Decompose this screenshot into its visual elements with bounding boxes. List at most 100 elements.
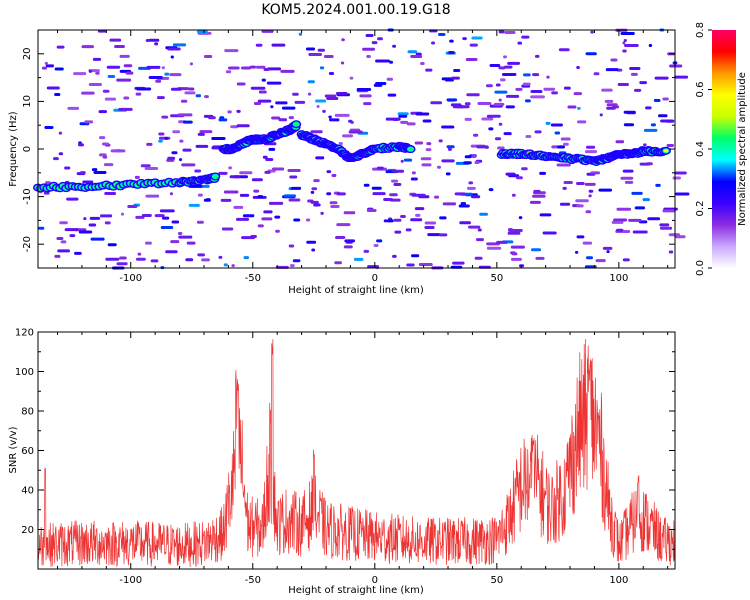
noise-speckle: [253, 189, 260, 193]
noise-speckle: [373, 83, 383, 87]
noise-speckle: [606, 106, 616, 110]
noise-speckle: [645, 106, 652, 110]
noise-speckle: [236, 82, 246, 86]
noise-speckle: [629, 66, 641, 70]
noise-speckle: [186, 241, 196, 245]
noise-speckle: [375, 59, 391, 63]
noise-speckle: [550, 123, 563, 127]
noise-speckle: [118, 107, 133, 111]
noise-speckle: [622, 169, 634, 173]
noise-speckle: [271, 167, 285, 171]
noise-speckle: [336, 223, 351, 227]
noise-speckle: [185, 258, 194, 262]
noise-speckle: [195, 144, 209, 148]
noise-speckle: [654, 76, 669, 80]
noise-speckle: [182, 148, 192, 152]
noise-speckle: [660, 119, 674, 123]
noise-speckle: [228, 166, 232, 170]
noise-speckle: [208, 116, 216, 120]
noise-speckle: [236, 124, 250, 128]
noise-speckle: [366, 54, 371, 58]
noise-speckle: [172, 130, 181, 134]
noise-speckle: [620, 176, 634, 180]
noise-speckle: [674, 75, 689, 79]
noise-speckle: [411, 171, 416, 175]
x-tick-label: 0: [372, 575, 378, 586]
noise-speckle: [372, 192, 386, 196]
noise-speckle: [258, 90, 267, 94]
noise-speckle: [411, 254, 420, 258]
noise-speckle: [624, 43, 639, 47]
noise-speckle: [376, 239, 383, 243]
noise-speckle: [110, 149, 126, 153]
noise-speckle: [135, 92, 142, 96]
noise-speckle: [343, 211, 356, 215]
colorbar-ticks: 0.0 0.2 0.4 0.6 0.8: [695, 22, 712, 276]
noise-speckle: [458, 204, 470, 208]
noise-speckle: [410, 177, 418, 181]
noise-speckle: [293, 218, 301, 222]
noise-speckle: [539, 213, 552, 217]
noise-speckle: [562, 186, 567, 190]
noise-speckle: [463, 161, 472, 165]
noise-speckle: [292, 92, 299, 96]
noise-speckle: [405, 228, 412, 232]
noise-speckle: [66, 197, 79, 201]
noise-speckle: [658, 114, 668, 118]
noise-speckle: [88, 82, 102, 86]
noise-speckle: [274, 215, 281, 219]
noise-speckle: [57, 249, 70, 253]
noise-speckle: [305, 218, 311, 222]
noise-speckle: [197, 132, 205, 136]
x-tick-label: -100: [119, 273, 142, 284]
noise-speckle: [598, 188, 612, 192]
noise-speckle: [58, 152, 64, 156]
noise-speckle: [359, 94, 372, 98]
noise-speckle: [228, 66, 240, 70]
noise-speckle: [446, 98, 458, 102]
noise-speckle: [204, 95, 209, 99]
noise-speckle: [330, 204, 340, 208]
colorbar-tick-label: 0.4: [695, 141, 706, 157]
noise-speckle: [177, 232, 183, 236]
noise-speckle: [343, 245, 353, 249]
noise-speckle: [289, 264, 295, 268]
noise-speckle: [211, 136, 226, 140]
noise-speckle: [563, 86, 571, 90]
noise-speckle: [563, 180, 573, 184]
noise-speckle: [441, 125, 455, 129]
noise-speckle: [241, 66, 252, 70]
noise-speckle: [78, 143, 84, 147]
noise-speckle: [392, 44, 397, 48]
noise-speckle: [410, 55, 423, 59]
noise-speckle: [177, 113, 193, 117]
noise-speckle: [439, 216, 447, 220]
noise-speckle: [54, 254, 61, 258]
noise-speckle: [504, 31, 516, 35]
noise-speckle: [278, 118, 288, 122]
noise-speckle: [288, 198, 301, 202]
noise-speckle: [497, 146, 505, 150]
noise-speckle: [406, 263, 415, 267]
noise-speckle: [545, 121, 551, 125]
x-tick-label: -50: [245, 575, 261, 586]
noise-speckle: [653, 98, 661, 102]
noise-speckle: [236, 109, 241, 113]
noise-speckle: [524, 99, 531, 103]
noise-speckle: [474, 256, 483, 260]
noise-speckle: [582, 241, 593, 245]
noise-speckle: [180, 99, 188, 103]
noise-speckle: [421, 163, 432, 167]
noise-speckle: [674, 192, 690, 196]
noise-speckle: [634, 88, 642, 92]
noise-speckle: [218, 255, 223, 259]
noise-speckle: [250, 235, 257, 239]
noise-speckle: [261, 217, 273, 221]
noise-speckle: [334, 113, 350, 117]
noise-speckle: [510, 257, 522, 261]
noise-speckle: [220, 198, 232, 202]
noise-speckle: [464, 117, 472, 121]
noise-speckle: [451, 76, 460, 80]
noise-speckle: [271, 43, 286, 47]
snr-y-label: SNR (v/v): [8, 426, 19, 473]
